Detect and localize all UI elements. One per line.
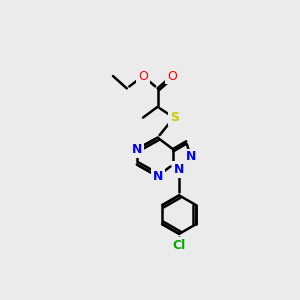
Text: O: O bbox=[167, 70, 177, 83]
Text: N: N bbox=[152, 169, 163, 183]
Text: N: N bbox=[185, 150, 196, 164]
Text: N: N bbox=[174, 163, 184, 176]
Text: N: N bbox=[132, 143, 142, 156]
Text: O: O bbox=[138, 70, 148, 83]
Text: Cl: Cl bbox=[172, 239, 186, 252]
Text: S: S bbox=[170, 111, 179, 124]
